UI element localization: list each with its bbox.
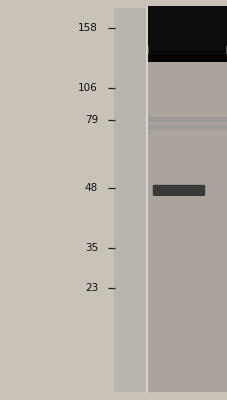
Text: 23: 23 (84, 283, 98, 293)
Bar (114, 8, 145, 392)
FancyBboxPatch shape (152, 185, 204, 196)
Bar (149, 51, 225, 57)
Text: 35: 35 (84, 243, 98, 253)
Bar (148, 46, 226, 50)
Bar (148, 125, 226, 130)
Bar (146, 8, 227, 392)
Text: 106: 106 (78, 83, 98, 93)
Bar (149, 46, 225, 53)
Bar (148, 6, 226, 62)
Bar (148, 50, 226, 54)
Text: 79: 79 (84, 115, 98, 125)
Text: 158: 158 (78, 23, 98, 33)
Bar (149, 55, 225, 62)
Bar (148, 117, 226, 122)
Text: 48: 48 (84, 183, 98, 193)
